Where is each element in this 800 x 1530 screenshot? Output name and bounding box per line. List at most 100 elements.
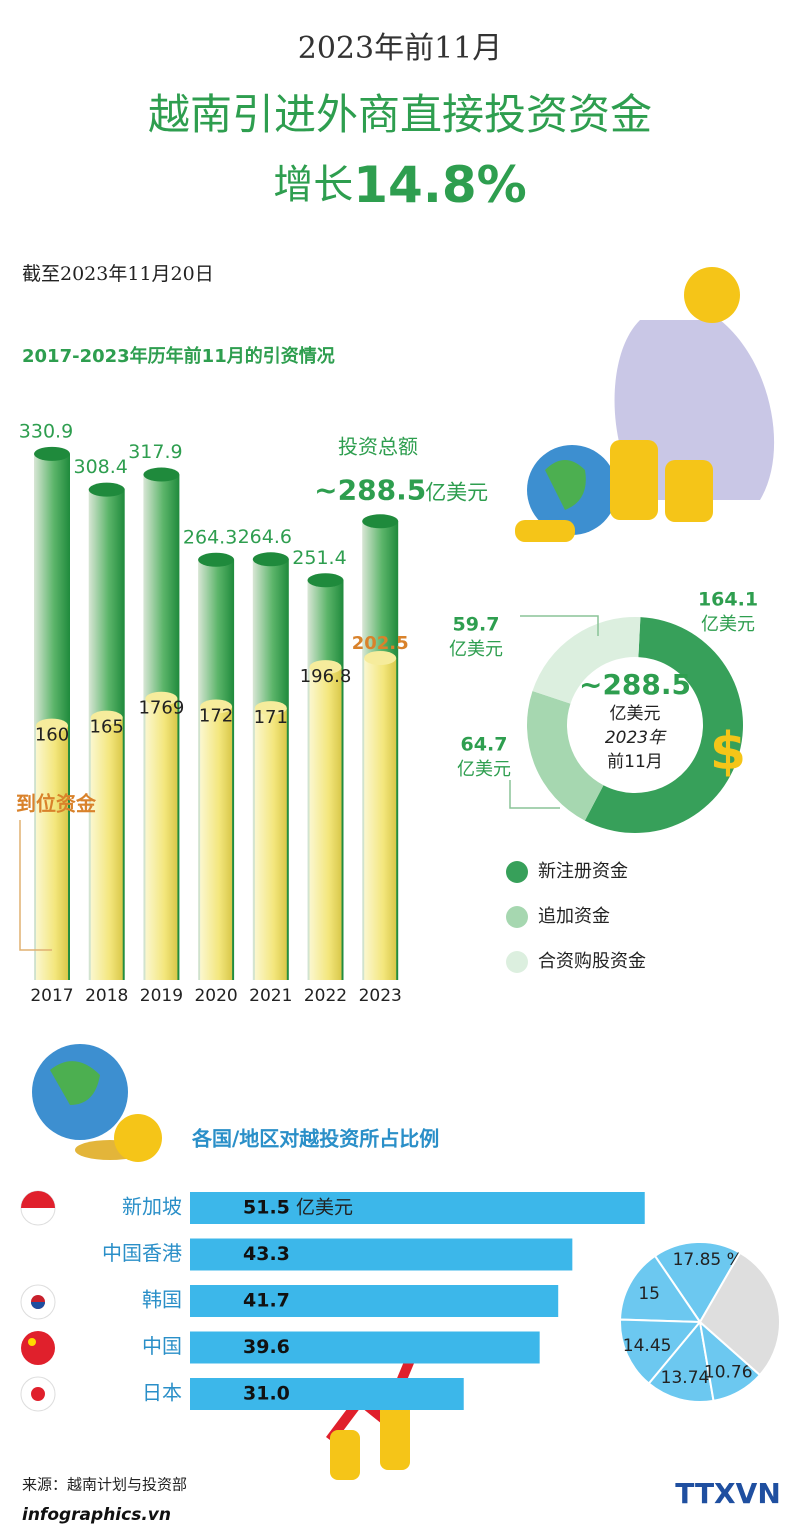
pie-slice	[653, 1241, 742, 1324]
legend-label: 追加资金	[538, 906, 610, 927]
realized-label: 202.5	[352, 633, 409, 654]
x-tick-label: 2022	[304, 986, 347, 1006]
realized-label: 165	[90, 717, 124, 738]
source: 来源：越南计划与投资部	[22, 1476, 187, 1494]
total-series-label: 投资总额	[338, 435, 418, 459]
total-unit: 亿美元	[425, 480, 488, 504]
total-bar-top	[252, 552, 289, 567]
realized-bar	[90, 717, 123, 980]
total-bar-top	[198, 552, 235, 567]
legend-label: 合资购股资金	[538, 951, 646, 972]
pie-label: 17.85 %	[673, 1250, 743, 1270]
growth-prefix: 增长	[273, 162, 353, 208]
hbar-category: 韩国	[142, 1288, 182, 1312]
x-tick-label: 2018	[85, 986, 128, 1006]
total-label: 264.6	[238, 526, 292, 548]
hbar-category: 中国	[142, 1334, 182, 1358]
donut-value: 64.7	[461, 734, 508, 756]
realized-callout	[19, 820, 52, 951]
realized-label: 171	[254, 707, 288, 728]
donut-unit: 亿美元	[449, 639, 503, 660]
realized-series-label: 到位资金	[16, 792, 97, 816]
flags	[20, 1190, 56, 1412]
realized-bar	[145, 698, 178, 980]
hbar-value: 39.6	[243, 1336, 290, 1358]
x-tick-label: 2017	[30, 986, 73, 1006]
pie-label: 15	[638, 1284, 660, 1304]
hbar	[190, 1238, 573, 1271]
pie-slice	[647, 1319, 715, 1404]
growth-value: 14.8%	[353, 156, 526, 214]
total-bar-top	[88, 482, 125, 497]
total-label: 317.9	[128, 441, 182, 463]
realized-label: 160	[35, 725, 69, 746]
donut-unit: 亿美元	[701, 614, 755, 635]
donut-value: 164.1	[698, 589, 758, 611]
realized-bar-top	[254, 701, 287, 716]
pie-label: 13.74	[661, 1368, 710, 1388]
hbar-category: 日本	[142, 1381, 182, 1405]
realized-bar	[36, 725, 68, 980]
total-bar-top	[362, 514, 399, 529]
hbar-value: 51.5	[243, 1197, 290, 1219]
donut-center-total: ~288.5	[579, 668, 691, 701]
x-tick-label: 2021	[249, 986, 292, 1006]
donut-center-year: 2023年	[605, 728, 667, 748]
pie-label: 14.45	[623, 1336, 672, 1356]
total-bar-top	[307, 573, 344, 588]
hbar	[190, 1285, 559, 1317]
realized-label: 1769	[138, 698, 184, 719]
hbar-unit: 亿美元	[296, 1197, 353, 1219]
donut-center-period: 前11月	[607, 752, 663, 772]
x-tick-label: 2019	[140, 986, 183, 1006]
realized-bar	[254, 708, 287, 980]
pie-slice	[619, 1254, 702, 1324]
donut-unit: 亿美元	[457, 759, 511, 780]
donut-slice	[527, 690, 604, 821]
donut-value: 59.7	[453, 614, 500, 636]
hbar	[190, 1331, 540, 1364]
dollar-icon: $	[710, 722, 746, 782]
hbar-category: 新加坡	[122, 1195, 182, 1219]
bar-title: 2017-2023年历年前11月的引资情况	[22, 345, 335, 367]
total-bar-top	[143, 467, 180, 482]
realized-bar-top	[145, 691, 178, 706]
realized-bar-top	[200, 699, 233, 714]
realized-bar-top	[364, 651, 397, 666]
realized-bar-top	[36, 718, 68, 733]
total-label: 251.4	[292, 547, 346, 569]
hbar-value: 41.7	[243, 1290, 290, 1312]
donut-slice	[584, 617, 743, 833]
legend-swatch	[506, 906, 528, 928]
site: infographics.vn	[22, 1505, 171, 1525]
total-label: 330.9	[19, 420, 73, 442]
pie-label: 10.76	[704, 1363, 753, 1383]
agency: TTXVN	[675, 1477, 781, 1510]
total-label: 308.4	[73, 456, 127, 478]
hbar-value: 31.0	[243, 1383, 290, 1405]
legend-swatch	[506, 951, 528, 973]
legend-label: 新注册资金	[538, 861, 628, 882]
realized-bar-top	[309, 660, 342, 675]
subtitle: 2023年前11月	[298, 31, 503, 66]
total-label: 264.3	[183, 526, 237, 548]
globe-icon	[32, 1044, 162, 1162]
hbar-value: 43.3	[243, 1243, 290, 1265]
realized-label: 172	[199, 706, 233, 727]
realized-bar	[364, 658, 397, 980]
growth: 增长14.8%	[273, 156, 526, 214]
hbar	[190, 1378, 464, 1410]
callout	[509, 780, 560, 809]
total-bar-top	[34, 446, 70, 461]
realized-bar	[200, 706, 233, 980]
donut-slice	[532, 616, 641, 704]
pie-slice	[619, 1318, 703, 1385]
hbar	[190, 1192, 645, 1224]
legend-swatch	[506, 861, 528, 883]
donut-center-unit: 亿美元	[610, 704, 661, 724]
pie-slice	[698, 1251, 781, 1377]
realized-bar-top	[90, 710, 123, 725]
x-tick-label: 2023	[359, 986, 402, 1006]
title: 越南引进外商直接投资资金	[148, 90, 652, 139]
illustration	[515, 267, 775, 542]
